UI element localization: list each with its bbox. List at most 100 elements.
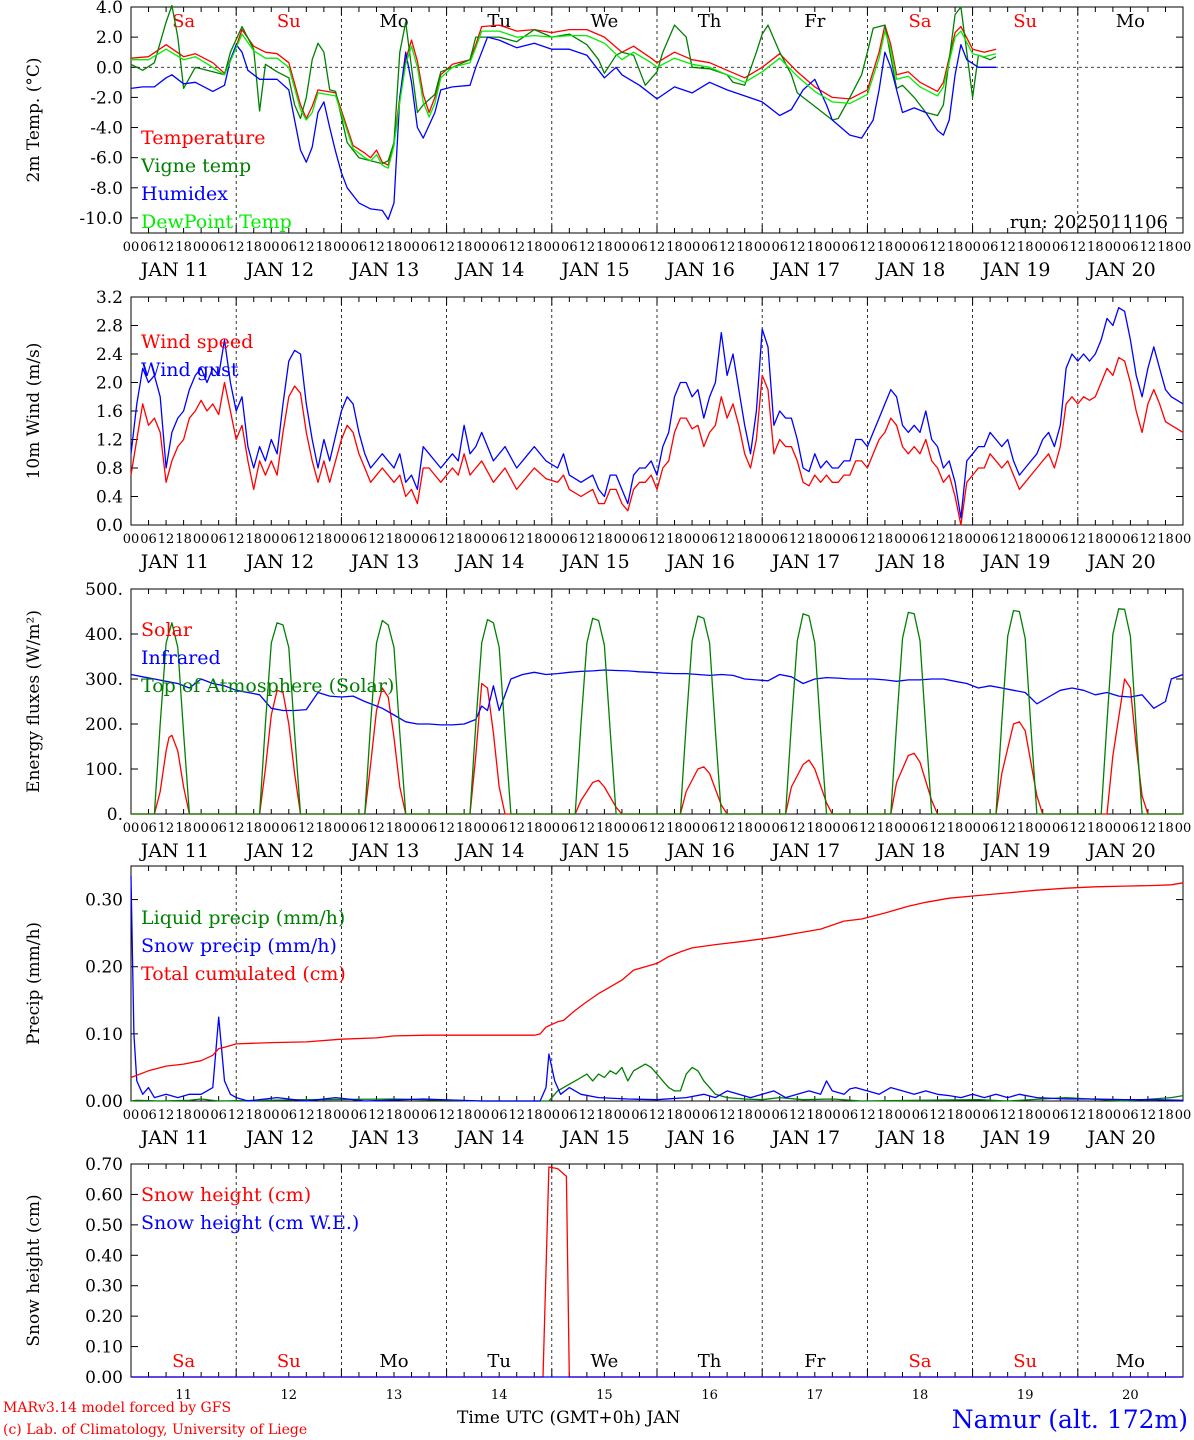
x-hour-label: 12 xyxy=(929,821,946,836)
x-hour-label: 18 xyxy=(386,532,403,547)
x-hour-label: 00 xyxy=(263,532,280,547)
x-hour-label: 12 xyxy=(298,821,315,836)
y-tick-label: -4.0 xyxy=(90,119,123,139)
x-hour-label: 18 xyxy=(666,532,683,547)
x-hour-label: 12 xyxy=(789,532,806,547)
x-hour-label: 00 xyxy=(614,821,631,836)
y-tick-label: 2.0 xyxy=(96,374,123,394)
x-hour-label: 00 xyxy=(894,240,911,255)
x-hour-label: 06 xyxy=(631,1108,648,1123)
x-hour-label: 12 xyxy=(1070,1108,1087,1123)
y-tick-label: 300. xyxy=(85,670,123,690)
x-hour-label: 00 xyxy=(964,1108,981,1123)
x-hour-label: 12 xyxy=(508,240,525,255)
x-hour-label: 06 xyxy=(561,240,578,255)
x-hour-label: 18 xyxy=(245,240,262,255)
x-hour-label: 00 xyxy=(544,240,561,255)
x-hour-label: 06 xyxy=(1052,532,1069,547)
x-day-label: JAN 20 xyxy=(1086,551,1156,573)
x-hour-label: 00 xyxy=(824,240,841,255)
x-day-label: JAN 12 xyxy=(244,551,314,573)
x-hour-label: 12 xyxy=(158,1108,175,1123)
weekday-label: Mo xyxy=(379,1351,408,1372)
weekday-label: Mo xyxy=(1116,11,1145,32)
x-hour-label: 00 xyxy=(824,532,841,547)
series-line xyxy=(130,882,1184,1079)
series-line xyxy=(130,876,1184,1102)
x-day-label: JAN 19 xyxy=(980,840,1050,862)
y-tick-label: -6.0 xyxy=(90,149,123,169)
weekday-label: Su xyxy=(1013,1351,1037,1372)
x-hour-label: 18 xyxy=(526,821,543,836)
time-axis-title: Time UTC (GMT+0h) JAN xyxy=(457,1408,681,1428)
x-hour-label: 06 xyxy=(491,821,508,836)
y-tick-label: 0.30 xyxy=(85,891,123,911)
x-hour-label: 00 xyxy=(544,532,561,547)
x-hour-label: 06 xyxy=(842,240,859,255)
x-day-label: JAN 11 xyxy=(139,840,209,862)
x-hour-label: 06 xyxy=(701,821,718,836)
x-day-number-label: 11 xyxy=(175,1388,192,1403)
x-hour-label: 18 xyxy=(175,821,192,836)
x-day-label: JAN 15 xyxy=(560,551,630,573)
x-hour-label: 18 xyxy=(175,1108,192,1123)
y-tick-label: 0.20 xyxy=(85,1307,123,1327)
x-hour-label: 12 xyxy=(158,240,175,255)
panel-5: 0.70 0.60 0.50 0.40 0.30 0.20 0.10 0.00 11 12 13 14… xyxy=(24,1155,1184,1403)
x-hour-label: 12 xyxy=(228,821,245,836)
x-hour-label: 12 xyxy=(579,1108,596,1123)
x-hour-label: 18 xyxy=(947,1108,964,1123)
legend-entry: DewPoint Temp xyxy=(141,211,292,233)
x-hour-label: 06 xyxy=(701,240,718,255)
x-hour-label: 18 xyxy=(316,532,333,547)
x-day-label: JAN 19 xyxy=(980,1127,1050,1149)
x-day-label: JAN 18 xyxy=(875,1127,945,1149)
x-hour-label: 00 xyxy=(333,532,350,547)
x-hour-label: 06 xyxy=(701,1108,718,1123)
x-hour-label: 00 xyxy=(894,532,911,547)
x-day-label: JAN 17 xyxy=(770,1127,840,1149)
x-hour-label: 18 xyxy=(1017,240,1034,255)
y-tick-label: 0.4 xyxy=(96,488,123,508)
x-day-label: JAN 18 xyxy=(875,551,945,573)
x-hour-label: 06 xyxy=(912,1108,929,1123)
weekday-label: Mo xyxy=(1116,1351,1145,1372)
y-tick-label: 2.0 xyxy=(96,28,123,48)
x-hour-label: 00 xyxy=(544,1108,561,1123)
x-hour-label: 00 xyxy=(754,1108,771,1123)
x-day-label: JAN 19 xyxy=(980,551,1050,573)
x-hour-label: 18 xyxy=(1087,240,1104,255)
x-hour-label: 12 xyxy=(929,532,946,547)
weekday-label: Sa xyxy=(908,11,931,32)
x-hour-label: 18 xyxy=(1017,821,1034,836)
run-label: run: 2025011106 xyxy=(1010,212,1168,233)
x-hour-label: 00 xyxy=(614,532,631,547)
y-tick-label: 0.30 xyxy=(85,1277,123,1297)
x-hour-label: 18 xyxy=(666,240,683,255)
x-hour-label: 18 xyxy=(596,821,613,836)
x-day-number-label: 14 xyxy=(491,1388,508,1403)
x-hour-label: 00 xyxy=(403,532,420,547)
weekday-label: Th xyxy=(698,1351,722,1372)
y-tick-label: 4.0 xyxy=(96,0,123,18)
weekday-label: Sa xyxy=(172,1351,195,1372)
y-axis-title: Snow height (cm) xyxy=(24,1194,44,1346)
legend-entry: Total cumulated (cm) xyxy=(141,963,346,985)
x-hour-label: 18 xyxy=(596,532,613,547)
x-hour-label: 18 xyxy=(175,532,192,547)
x-hour-label: 00 xyxy=(193,532,210,547)
y-tick-label: 200. xyxy=(85,715,123,735)
series-line xyxy=(130,4,997,165)
x-hour-label: 12 xyxy=(929,1108,946,1123)
x-hour-label: 12 xyxy=(789,1108,806,1123)
x-hour-label: 00 xyxy=(473,1108,490,1123)
x-hour-label: 06 xyxy=(281,240,298,255)
legend-entry: Solar xyxy=(141,619,193,641)
panel-2: 3.22.82.42.01.61.20.80.40.000 06 12 18 00 06 1… xyxy=(24,288,1191,573)
x-hour-label: 06 xyxy=(210,532,227,547)
x-hour-label: 06 xyxy=(351,1108,368,1123)
x-hour-label: 00 xyxy=(1175,240,1192,255)
weekday-label: Tu xyxy=(487,11,511,32)
x-hour-label: 12 xyxy=(649,240,666,255)
x-day-label: JAN 14 xyxy=(454,259,524,281)
